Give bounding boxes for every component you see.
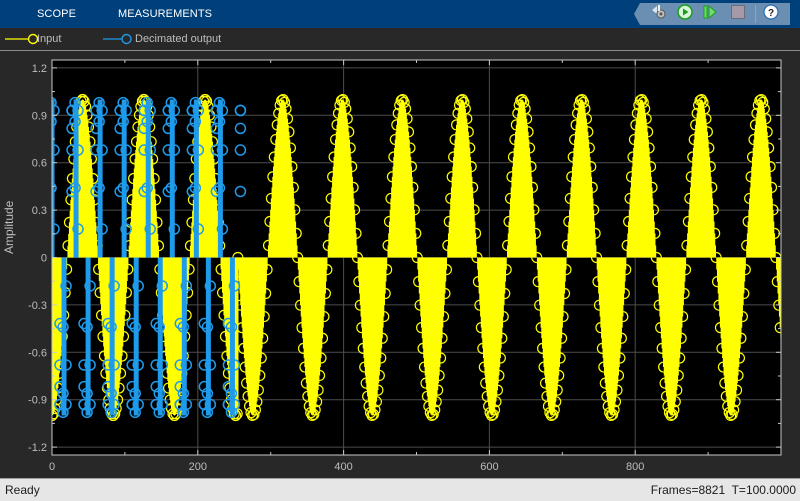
yellow-circle-line-icon bbox=[5, 33, 38, 45]
stop-icon[interactable] bbox=[730, 4, 746, 20]
toolstrip: SCOPE MEASUREMENTS ? bbox=[0, 0, 800, 28]
svg-text:1.2: 1.2 bbox=[32, 63, 47, 75]
svg-text:0.6: 0.6 bbox=[32, 158, 47, 170]
blue-circle-line-icon bbox=[103, 33, 132, 45]
data-series bbox=[52, 93, 781, 422]
legend: Input Decimated output bbox=[0, 28, 800, 51]
legend-label: Decimated output bbox=[135, 33, 222, 45]
svg-text:-0.3: -0.3 bbox=[28, 300, 47, 312]
svg-text:0: 0 bbox=[41, 253, 47, 265]
svg-text:600: 600 bbox=[480, 461, 498, 473]
quick-access-arrow bbox=[634, 3, 640, 25]
status-bar: Ready Frames=8821 T=100.0000 bbox=[0, 478, 800, 501]
legend-label: Input bbox=[37, 33, 62, 45]
settings-icon[interactable] bbox=[651, 4, 667, 20]
svg-text:800: 800 bbox=[626, 461, 644, 473]
step-forward-icon[interactable] bbox=[702, 4, 718, 20]
svg-text:0.9: 0.9 bbox=[32, 110, 47, 122]
help-icon[interactable]: ? bbox=[763, 4, 779, 20]
legend-item-decimated-output[interactable]: Decimated output bbox=[102, 32, 242, 46]
plot-panel: 0 200 400 600 800 -1.2 -0.9 -0.6 -0.3 0 0.3 0.6 0.9 1… bbox=[0, 51, 800, 478]
svg-text:-0.6: -0.6 bbox=[28, 347, 47, 359]
status-text: Ready bbox=[5, 483, 40, 497]
quick-access-bar bbox=[640, 3, 790, 25]
svg-text:-1.2: -1.2 bbox=[28, 442, 47, 454]
tab-scope[interactable]: SCOPE bbox=[37, 8, 77, 20]
svg-text:200: 200 bbox=[189, 461, 207, 473]
svg-text:0.3: 0.3 bbox=[32, 205, 47, 217]
y-axis-label: Amplitude bbox=[2, 200, 16, 254]
quick-access-separator bbox=[755, 5, 756, 23]
svg-text:0: 0 bbox=[49, 461, 55, 473]
legend-item-input[interactable]: Input bbox=[4, 32, 74, 46]
tab-measurements[interactable]: MEASUREMENTS bbox=[118, 8, 213, 20]
run-icon[interactable] bbox=[677, 4, 693, 20]
frame-info: Frames=8821 T=100.0000 bbox=[650, 483, 796, 497]
svg-text:?: ? bbox=[768, 8, 774, 19]
axes[interactable]: 0 200 400 600 800 -1.2 -0.9 -0.6 -0.3 0 0.3 0.6 0.9 1… bbox=[0, 51, 800, 478]
svg-text:-0.9: -0.9 bbox=[28, 395, 47, 407]
svg-text:400: 400 bbox=[334, 461, 352, 473]
